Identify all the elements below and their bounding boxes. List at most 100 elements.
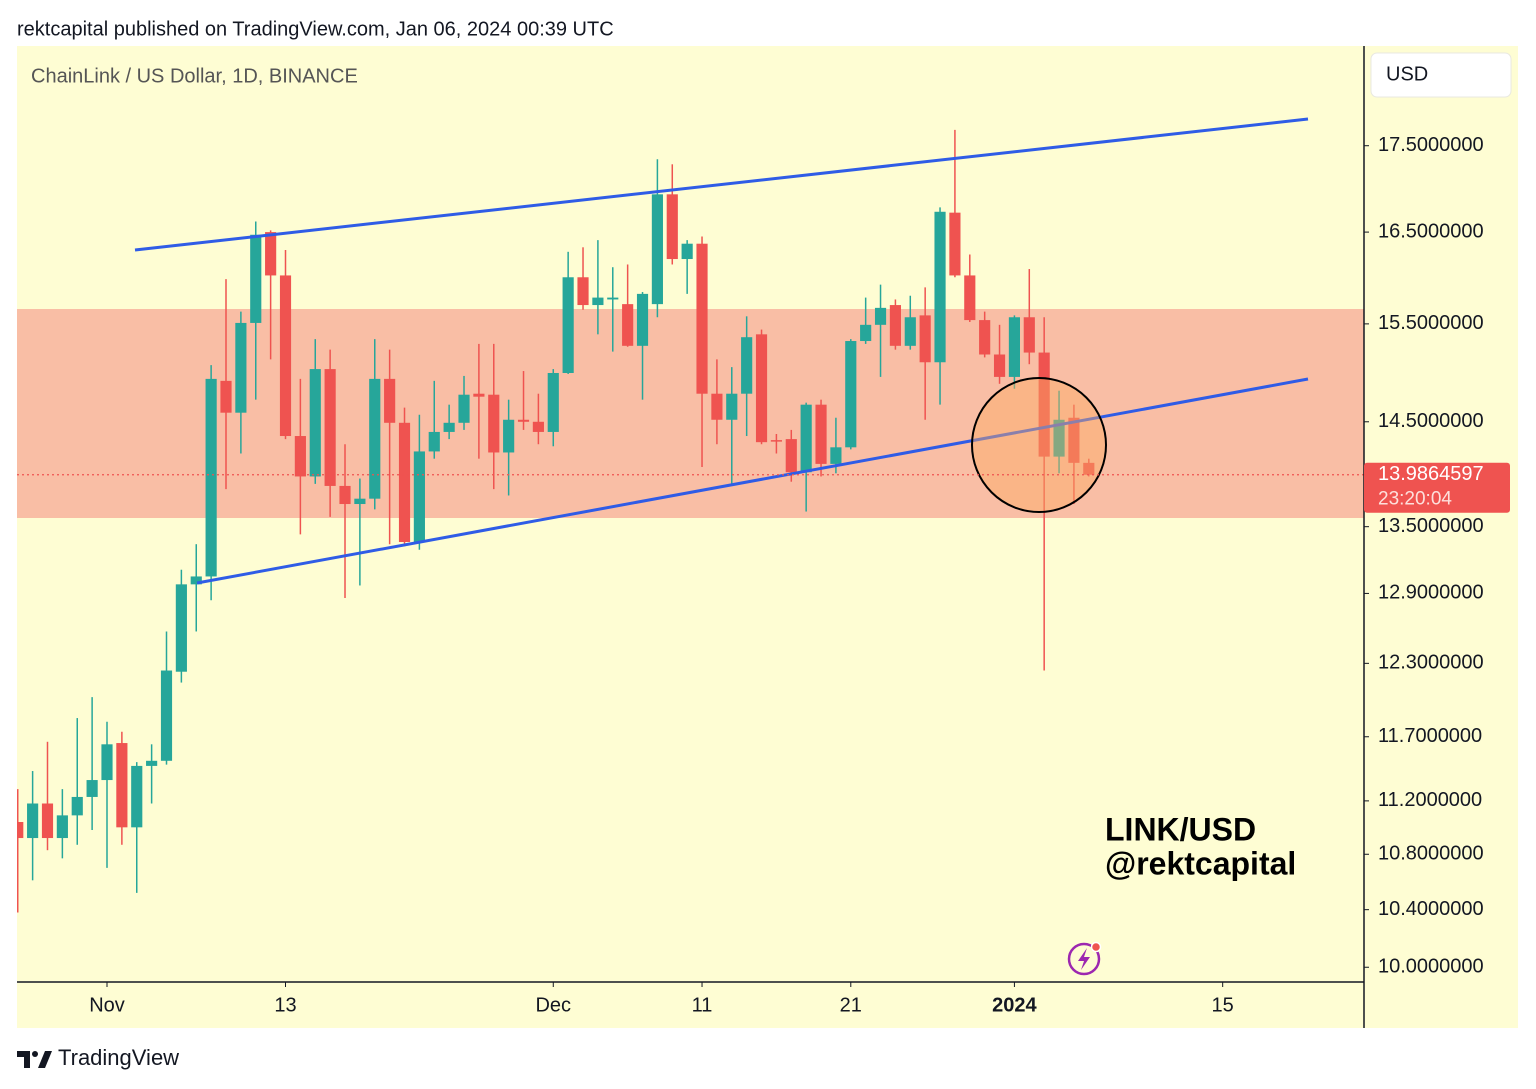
candle-body [413,451,425,542]
highlight-circle [971,377,1107,513]
candle-body [250,234,262,323]
annotation: @rektcapital [1105,845,1296,881]
y-tick-label: 12.3000000 [1378,652,1484,674]
y-tick-label: 13.5000000 [1378,515,1484,537]
candle-body [860,324,872,342]
x-tick-label: Nov [89,994,125,1016]
last-price-tag [1364,462,1510,513]
candle-body [309,369,321,477]
x-tick-label: 11 [692,994,713,1016]
candle-body [160,670,173,761]
lightning-icon[interactable] [1067,941,1102,976]
y-tick-label: 10.0000000 [1378,956,1484,978]
candle-body [17,821,24,839]
brand: TradingView [58,1045,179,1070]
candle-body [27,803,39,839]
y-tick-label: 10.4000000 [1378,898,1484,920]
candle-body [904,317,916,346]
candle-body [279,275,292,437]
candle-body [592,297,604,306]
candle-body [146,760,158,766]
candle-body [1083,462,1095,475]
candle-body [131,765,143,828]
candle-body [770,440,782,442]
candle-body [339,485,351,505]
candle-body [324,369,336,486]
candle-body [845,341,857,448]
candle-body [1023,317,1035,353]
candle-body [874,307,887,325]
candle-body [1068,417,1080,463]
upper-trendline [134,117,1309,252]
candle-body [636,293,649,346]
candle-body [889,305,901,346]
candle-body [369,378,381,499]
candle-body [755,334,768,443]
y-tick-label: 15.5000000 [1378,312,1484,334]
candle-body [503,419,515,453]
last-price: 13.9864597 [1378,463,1484,485]
tradingview-logo [17,1051,52,1068]
candle-body [294,436,306,477]
candle-body [1038,352,1050,457]
candle-body [726,393,738,420]
candle-body [711,393,723,420]
candle-body [443,422,455,432]
candle-body [116,743,128,828]
candle-body [532,421,544,432]
x-tick-label: 2024 [992,994,1037,1016]
candle-body [517,419,530,422]
candle-body [488,394,500,453]
candle-body [815,404,827,464]
candle-body [220,380,232,413]
symbol-title: ChainLink / US Dollar, 1D, BINANCE [31,65,358,87]
candles [17,129,1095,913]
candle-body [1008,317,1020,377]
currency: USD [1386,63,1428,85]
currency-box[interactable] [1370,52,1512,98]
candle-body [651,194,663,305]
candle-body [86,780,98,797]
chart-background [17,46,1518,1028]
candle-body [547,372,559,432]
candle-body [696,243,708,394]
x-tick-label: 15 [1212,994,1234,1016]
countdown: 23:20:04 [1378,489,1452,510]
x-tick-label: Dec [535,994,571,1016]
y-tick-label: 16.5000000 [1378,220,1484,242]
candle-body [175,584,187,672]
candle-body [830,447,842,464]
x-tick-label: 13 [274,994,296,1016]
y-tick-label: 14.5000000 [1378,410,1484,432]
candle-body [666,194,678,260]
range-zone [17,309,1364,518]
candle-body [354,498,366,505]
candle-body [458,394,470,423]
candle-body [577,277,589,306]
candle-body [190,576,202,585]
candle-body [56,815,68,839]
candle-body [919,315,931,363]
candle-body [398,422,411,542]
y-tick-label: 11.2000000 [1378,789,1482,811]
candle-body [979,320,991,355]
candle-body [741,337,753,394]
candle-body [934,211,946,363]
lower-trendline [196,377,1309,585]
candle-body [785,439,797,473]
drawings [17,117,1364,585]
y-tick-label: 10.8000000 [1378,843,1484,865]
annotation: LINK/USD [1105,811,1256,847]
candle-body [473,393,485,397]
candle-body [800,404,812,473]
y-tick-label: 12.9000000 [1378,582,1484,604]
candle-body [235,322,247,413]
candle-body [622,304,634,346]
candle-body [205,378,217,577]
y-tick-label: 11.7000000 [1378,725,1482,747]
candle-body [71,796,83,816]
candle-body [964,275,976,321]
candle-body [681,243,693,260]
candle-body [101,744,113,781]
